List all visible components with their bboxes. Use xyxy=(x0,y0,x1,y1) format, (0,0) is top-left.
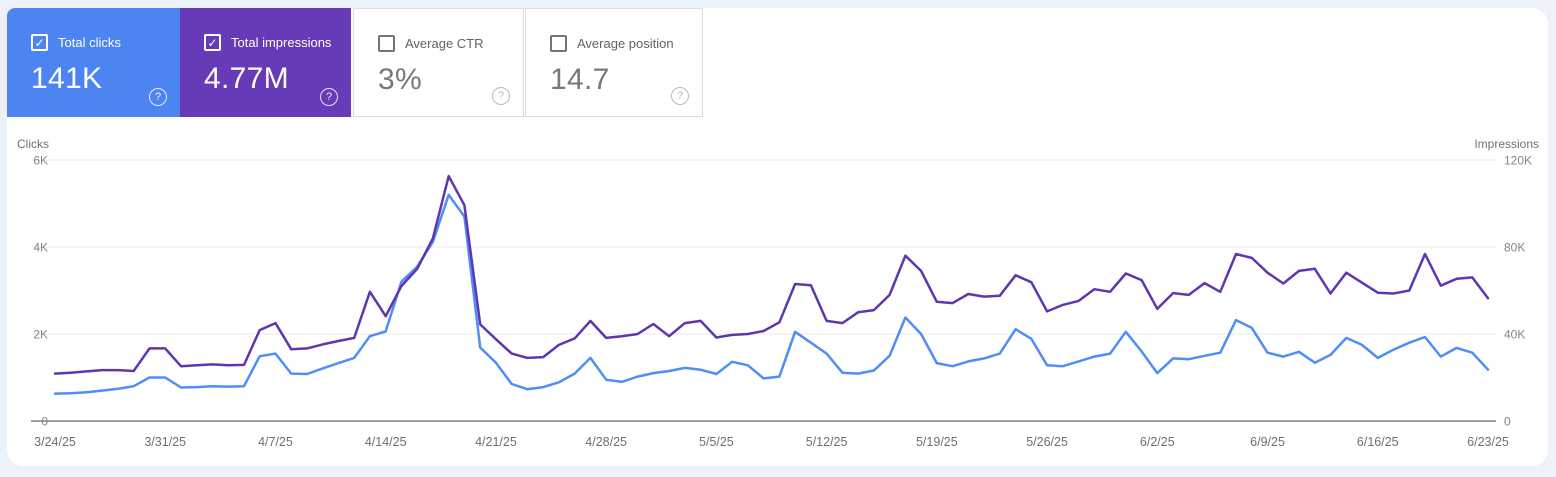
right-axis-tick: 120K xyxy=(1504,154,1532,168)
right-axis-title: Impressions xyxy=(1474,137,1539,151)
average-ctr-value: 3% xyxy=(378,63,422,96)
metric-cards: ✓ Total clicks 141K ? ✓ Total impression… xyxy=(7,8,703,117)
total-clicks-checkbox[interactable]: ✓ xyxy=(31,34,48,51)
x-axis-date-label: 4/28/25 xyxy=(585,435,627,449)
left-axis-title: Clicks xyxy=(17,137,49,151)
total-impressions-value: 4.77M xyxy=(204,62,289,95)
card-total-clicks[interactable]: ✓ Total clicks 141K ? xyxy=(7,8,180,117)
card-label: Average CTR xyxy=(405,36,484,51)
average-ctr-checkbox[interactable] xyxy=(378,35,395,52)
x-axis-date-label: 5/12/25 xyxy=(806,435,848,449)
total-clicks-value: 141K xyxy=(31,62,103,95)
right-axis-tick: 80K xyxy=(1504,241,1525,255)
left-axis-tick: 0 xyxy=(41,415,48,429)
x-axis-date-label: 3/31/25 xyxy=(144,435,186,449)
card-total-impressions[interactable]: ✓ Total impressions 4.77M ? xyxy=(180,8,351,117)
x-axis-date-label: 4/7/25 xyxy=(258,435,293,449)
card-average-position[interactable]: Average position 14.7 ? xyxy=(525,8,703,117)
x-axis-date-label: 4/21/25 xyxy=(475,435,517,449)
impressions-line[interactable] xyxy=(53,174,1490,375)
x-axis-date-label: 3/24/25 xyxy=(34,435,76,449)
x-axis-date-label: 5/19/25 xyxy=(916,435,958,449)
x-axis-date-label: 6/16/25 xyxy=(1357,435,1399,449)
help-icon[interactable]: ? xyxy=(320,88,338,106)
help-icon[interactable]: ? xyxy=(492,87,510,105)
help-icon[interactable]: ? xyxy=(149,88,167,106)
card-label: Average position xyxy=(577,36,674,51)
card-average-ctr[interactable]: Average CTR 3% ? xyxy=(353,8,524,117)
average-position-value: 14.7 xyxy=(550,63,610,96)
left-axis-tick: 4K xyxy=(33,241,48,255)
right-axis-tick: 40K xyxy=(1504,328,1525,342)
x-axis-date-label: 6/2/25 xyxy=(1140,435,1175,449)
clicks-line[interactable] xyxy=(53,193,1490,395)
x-axis-date-label: 4/14/25 xyxy=(365,435,407,449)
x-axis-date-label: 6/23/25 xyxy=(1467,435,1509,449)
card-label: Total impressions xyxy=(231,35,332,50)
average-position-checkbox[interactable] xyxy=(550,35,567,52)
left-axis-tick: 2K xyxy=(33,328,48,342)
right-axis-tick: 0 xyxy=(1504,415,1511,429)
x-axis-date-label: 6/9/25 xyxy=(1250,435,1285,449)
card-label: Total clicks xyxy=(58,35,121,50)
total-impressions-checkbox[interactable]: ✓ xyxy=(204,34,221,51)
left-axis-tick: 6K xyxy=(33,154,48,168)
x-axis-date-label: 5/26/25 xyxy=(1026,435,1068,449)
help-icon[interactable]: ? xyxy=(671,87,689,105)
x-axis-date-label: 5/5/25 xyxy=(699,435,734,449)
